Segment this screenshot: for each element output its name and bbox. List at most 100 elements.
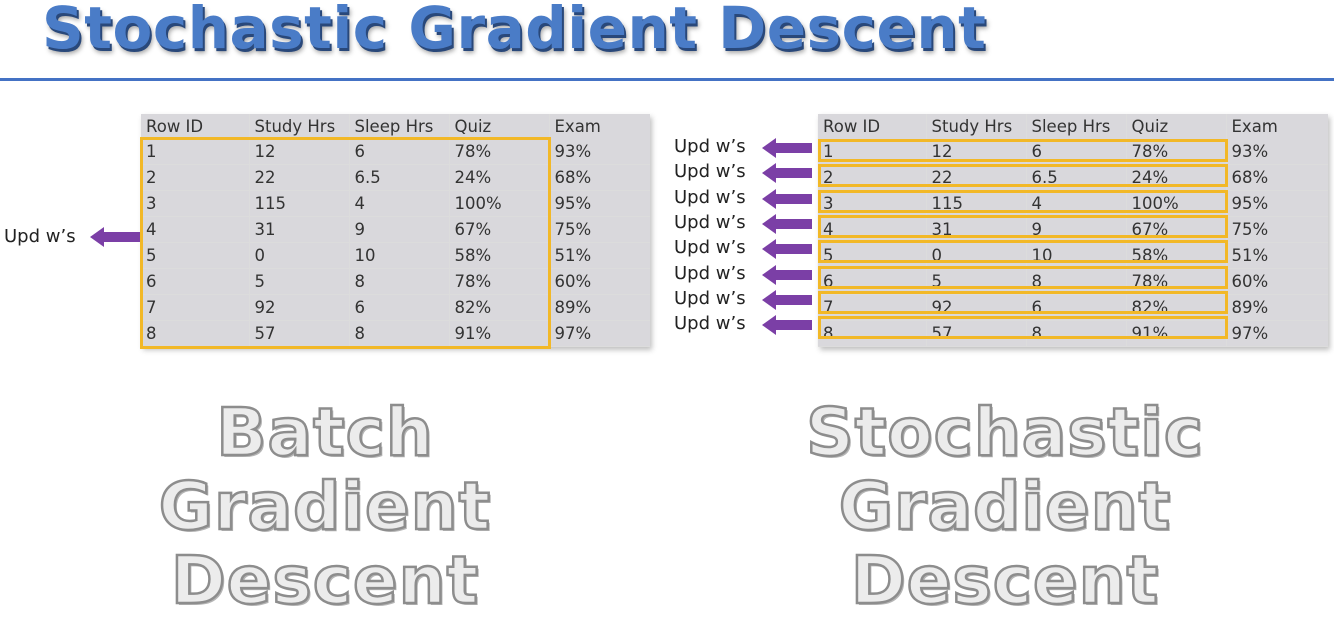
update-weights-label: Upd w’s [674, 287, 746, 309]
cell-sleep-hrs: 8 [349, 268, 450, 295]
cell-sleep-hrs: 4 [349, 190, 450, 217]
batch-label-line: Batch [215, 394, 434, 471]
cell-row-id: 5 [818, 242, 927, 269]
cell-quiz: 67% [1126, 216, 1227, 243]
cell-sleep-hrs: 6.5 [349, 164, 450, 191]
table-row: 6 5 8 78% 60% [818, 268, 1328, 295]
cell-sleep-hrs: 8 [349, 320, 450, 347]
cell-sleep-hrs: 10 [1026, 242, 1127, 269]
cell-sleep-hrs: 8 [1026, 320, 1127, 347]
update-weights-label: Upd w’s [674, 161, 746, 183]
cell-quiz: 82% [1126, 294, 1227, 321]
cell-study-hrs: 92 [249, 294, 350, 321]
cell-row-id: 6 [818, 268, 927, 295]
cell-sleep-hrs: 6.5 [1026, 164, 1127, 191]
batch-label-line: Gradient [158, 468, 492, 545]
cell-exam: 93% [1226, 139, 1328, 165]
cell-sleep-hrs: 8 [1026, 268, 1127, 295]
cell-sleep-hrs: 6 [349, 139, 450, 165]
left-arrow-icon [762, 264, 812, 285]
cell-exam: 68% [1226, 164, 1328, 191]
cell-row-id: 7 [141, 294, 250, 321]
cell-row-id: 2 [141, 164, 250, 191]
batch-label-line: Descent [170, 542, 480, 619]
col-header-exam: Exam [1226, 114, 1328, 139]
cell-quiz: 24% [1126, 164, 1227, 191]
cell-row-id: 6 [141, 268, 250, 295]
cell-sleep-hrs: 6 [349, 294, 450, 321]
table-row: 3 115 4 100% 95% [141, 190, 650, 217]
cell-sleep-hrs: 10 [349, 242, 450, 269]
cell-quiz: 82% [449, 294, 550, 321]
table-header-row: Row ID Study Hrs Sleep Hrs Quiz Exam [818, 114, 1328, 139]
cell-study-hrs: 12 [249, 139, 350, 165]
cell-row-id: 3 [141, 190, 250, 217]
stochastic-data-table: Row ID Study Hrs Sleep Hrs Quiz Exam 1 12… [818, 114, 1328, 347]
col-header-study-hrs: Study Hrs [926, 114, 1027, 139]
left-arrow-icon [762, 163, 812, 184]
col-header-quiz: Quiz [1126, 114, 1227, 139]
left-arrow-icon [762, 289, 812, 310]
stochastic-label-line: Descent [850, 542, 1160, 619]
table-header-row: Row ID Study Hrs Sleep Hrs Quiz Exam [141, 114, 650, 139]
cell-study-hrs: 22 [249, 164, 350, 191]
cell-study-hrs: 0 [249, 242, 350, 269]
col-header-exam: Exam [549, 114, 650, 139]
batch-gradient-descent-label: Batch Gradient Descent [80, 394, 570, 619]
cell-sleep-hrs: 6 [1026, 294, 1127, 321]
table-row: 8 57 8 91% 97% [141, 320, 650, 347]
cell-exam: 60% [1226, 268, 1328, 295]
cell-study-hrs: 57 [926, 320, 1027, 347]
cell-study-hrs: 115 [249, 190, 350, 217]
col-header-row-id: Row ID [141, 114, 250, 139]
left-arrow-icon [762, 239, 812, 260]
cell-quiz: 91% [1126, 320, 1227, 347]
cell-sleep-hrs: 9 [349, 216, 450, 243]
cell-quiz: 78% [1126, 139, 1227, 165]
cell-row-id: 8 [141, 320, 250, 347]
table-row: 3 115 4 100% 95% [818, 190, 1328, 217]
cell-quiz: 91% [449, 320, 550, 347]
cell-quiz: 67% [449, 216, 550, 243]
cell-exam: 89% [549, 294, 650, 321]
table-row: 6 5 8 78% 60% [141, 268, 650, 295]
cell-study-hrs: 0 [926, 242, 1027, 269]
cell-exam: 97% [1226, 320, 1328, 347]
cell-exam: 51% [549, 242, 650, 269]
left-arrow-icon [762, 138, 812, 158]
update-weights-label: Upd w’s [674, 262, 746, 284]
cell-exam: 95% [1226, 190, 1328, 217]
cell-row-id: 1 [818, 139, 927, 165]
cell-study-hrs: 12 [926, 139, 1027, 165]
cell-quiz: 58% [449, 242, 550, 269]
page-title: Stochastic Gradient Descent [42, 0, 987, 62]
update-weights-label: Upd w’s [674, 136, 746, 157]
cell-study-hrs: 57 [249, 320, 350, 347]
cell-exam: 68% [549, 164, 650, 191]
col-header-row-id: Row ID [818, 114, 927, 139]
table-row: 4 31 9 67% 75% [818, 216, 1328, 243]
update-weights-label: Upd w’s [674, 237, 746, 259]
cell-sleep-hrs: 9 [1026, 216, 1127, 243]
table-row: 5 0 10 58% 51% [818, 242, 1328, 269]
cell-study-hrs: 92 [926, 294, 1027, 321]
table-row: 5 0 10 58% 51% [141, 242, 650, 269]
cell-row-id: 7 [818, 294, 927, 321]
table-row: 1 12 6 78% 93% [141, 139, 650, 165]
update-weights-label: Upd w’s [674, 313, 746, 335]
table-row: 1 12 6 78% 93% [818, 139, 1328, 165]
cell-row-id: 1 [141, 139, 250, 165]
cell-exam: 97% [549, 320, 650, 347]
cell-exam: 51% [1226, 242, 1328, 269]
table-row: 7 92 6 82% 89% [818, 294, 1328, 321]
cell-exam: 93% [549, 139, 650, 165]
col-header-quiz: Quiz [449, 114, 550, 139]
stochastic-label-line: Stochastic [805, 394, 1204, 471]
cell-exam: 95% [549, 190, 650, 217]
cell-sleep-hrs: 4 [1026, 190, 1127, 217]
col-header-sleep-hrs: Sleep Hrs [349, 114, 450, 139]
table-row: 2 22 6.5 24% 68% [818, 164, 1328, 191]
cell-sleep-hrs: 6 [1026, 139, 1127, 165]
left-arrow-icon [90, 227, 140, 247]
cell-quiz: 100% [449, 190, 550, 217]
